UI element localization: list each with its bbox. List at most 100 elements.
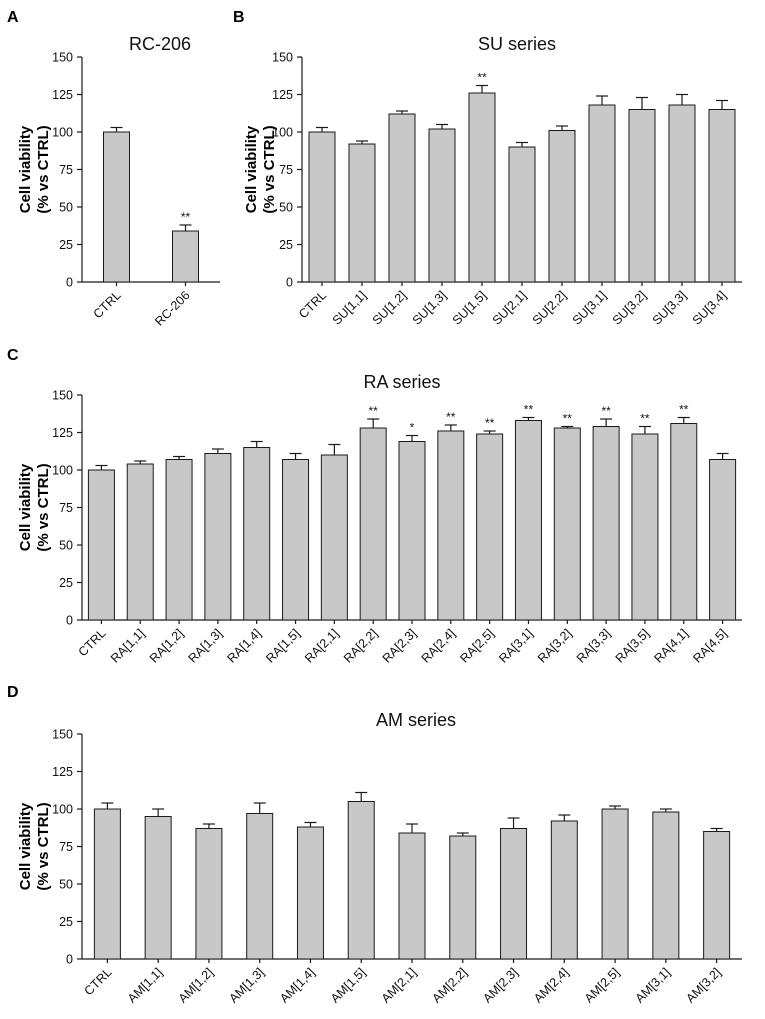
category-label: AM[2,1] [379, 965, 419, 1005]
bar [670, 423, 698, 621]
category-label: CTRL [76, 626, 109, 659]
significance-marker: ** [485, 416, 495, 430]
y-tick-label: 50 [59, 201, 73, 215]
category-label: SU[3,4] [690, 288, 729, 327]
y-tick-label: 50 [59, 539, 73, 553]
bar [348, 143, 376, 283]
category-label: RA[2,4] [419, 626, 458, 665]
y-tick-label: 75 [59, 840, 73, 854]
category-label: CTRL [91, 288, 124, 321]
category-label: RC-206 [152, 288, 192, 328]
category-label: RA[2,3] [380, 626, 419, 665]
y-tick-label: 150 [52, 51, 73, 65]
y-tick-label: 75 [279, 163, 293, 177]
bar [476, 433, 504, 621]
panel-b: B SU series Cell viability(% vs CTRL) 0 25 50… [233, 9, 742, 328]
bar [668, 104, 696, 283]
category-label: AM[3,1] [633, 965, 673, 1005]
y-tick-label: 25 [59, 576, 73, 590]
bar [703, 831, 731, 960]
category-label: AM[2,5] [582, 965, 622, 1005]
bar [508, 146, 536, 283]
y-axis-label-line: Cell viability [17, 463, 34, 551]
panel-letter: D [7, 684, 19, 701]
category-label: RA[1,1] [108, 626, 147, 665]
y-tick-label: 150 [272, 51, 293, 65]
significance-marker: ** [181, 210, 191, 224]
category-label: SU[2,1] [490, 288, 529, 327]
panel-a: A RC-206 Cell viability(% vs CTRL) 0 25 50 75 1… [7, 9, 220, 329]
significance-marker: ** [477, 71, 487, 85]
y-tick-label: 125 [52, 426, 73, 440]
category-label: AM[1,4] [277, 965, 317, 1005]
category-label: RA[2,5] [457, 626, 496, 665]
category-label: SU[3,3] [650, 288, 689, 327]
category-label: RA[3,5] [613, 626, 652, 665]
y-tick-label: 150 [52, 389, 73, 403]
bar [550, 820, 578, 960]
bar [628, 109, 656, 283]
bar [388, 113, 416, 283]
y-axis-label-line: Cell viability [17, 125, 34, 213]
panel-letter: C [7, 347, 19, 364]
y-tick-label: 0 [66, 276, 73, 290]
significance-marker: ** [524, 403, 534, 417]
significance-marker: ** [640, 412, 650, 426]
category-label: RA[1,2] [147, 626, 186, 665]
category-label: SU[3,2] [610, 288, 649, 327]
bar [126, 463, 154, 621]
y-axis-label-line: (% vs CTRL) [35, 125, 52, 213]
category-label: RA[1,3] [186, 626, 225, 665]
category-label: AM[1,3] [226, 965, 266, 1005]
category-label: SU[1,5] [450, 288, 489, 327]
y-tick-label: 100 [272, 126, 293, 140]
chart-title: RC-206 [129, 34, 191, 54]
significance-marker: ** [601, 404, 611, 418]
y-tick-label: 125 [52, 765, 73, 779]
bar [296, 826, 324, 960]
bar [204, 453, 232, 621]
y-tick-label: 25 [59, 915, 73, 929]
chart-title: AM series [376, 710, 456, 730]
panel-d: D AM series Cell viability(% vs CTRL) 0 25 50… [7, 684, 742, 1006]
category-label: RA[3,2] [535, 626, 574, 665]
category-label: SU[1,2] [370, 288, 409, 327]
category-label: RA[3,1] [496, 626, 535, 665]
category-label: CTRL [82, 965, 115, 998]
category-label: AM[1,1] [125, 965, 165, 1005]
bar [631, 433, 659, 621]
significance-marker: ** [446, 410, 456, 424]
chart-title: RA series [363, 372, 440, 392]
category-label: SU[2,2] [530, 288, 569, 327]
significance-marker: ** [679, 403, 689, 417]
bar [144, 816, 172, 960]
bar [468, 92, 496, 283]
panel-letter: A [7, 9, 19, 26]
panel-c: C RA series Cell viability(% vs CTRL) 0 25 50… [7, 347, 742, 666]
y-axis-label-line: (% vs CTRL) [35, 463, 52, 551]
y-tick-label: 50 [279, 201, 293, 215]
bar [195, 828, 223, 960]
bar [652, 811, 680, 960]
bar [398, 441, 426, 621]
y-tick-label: 75 [59, 163, 73, 177]
y-tick-label: 75 [59, 501, 73, 515]
category-label: RA[4,5] [690, 626, 729, 665]
bar [449, 835, 477, 960]
bar [172, 230, 199, 283]
bar [282, 459, 310, 621]
significance-marker: ** [563, 412, 573, 426]
bar [103, 131, 130, 283]
bar [165, 459, 193, 621]
bar [320, 454, 348, 621]
y-tick-label: 125 [52, 88, 73, 102]
bar [398, 832, 426, 960]
y-tick-label: 100 [52, 126, 73, 140]
y-tick-label: 25 [279, 238, 293, 252]
y-axis-label: Cell viability(% vs CTRL) [17, 463, 52, 552]
y-axis-label-line: (% vs CTRL) [35, 802, 52, 890]
category-label: RA[1,5] [263, 626, 302, 665]
bar [514, 420, 542, 621]
y-tick-label: 125 [272, 88, 293, 102]
